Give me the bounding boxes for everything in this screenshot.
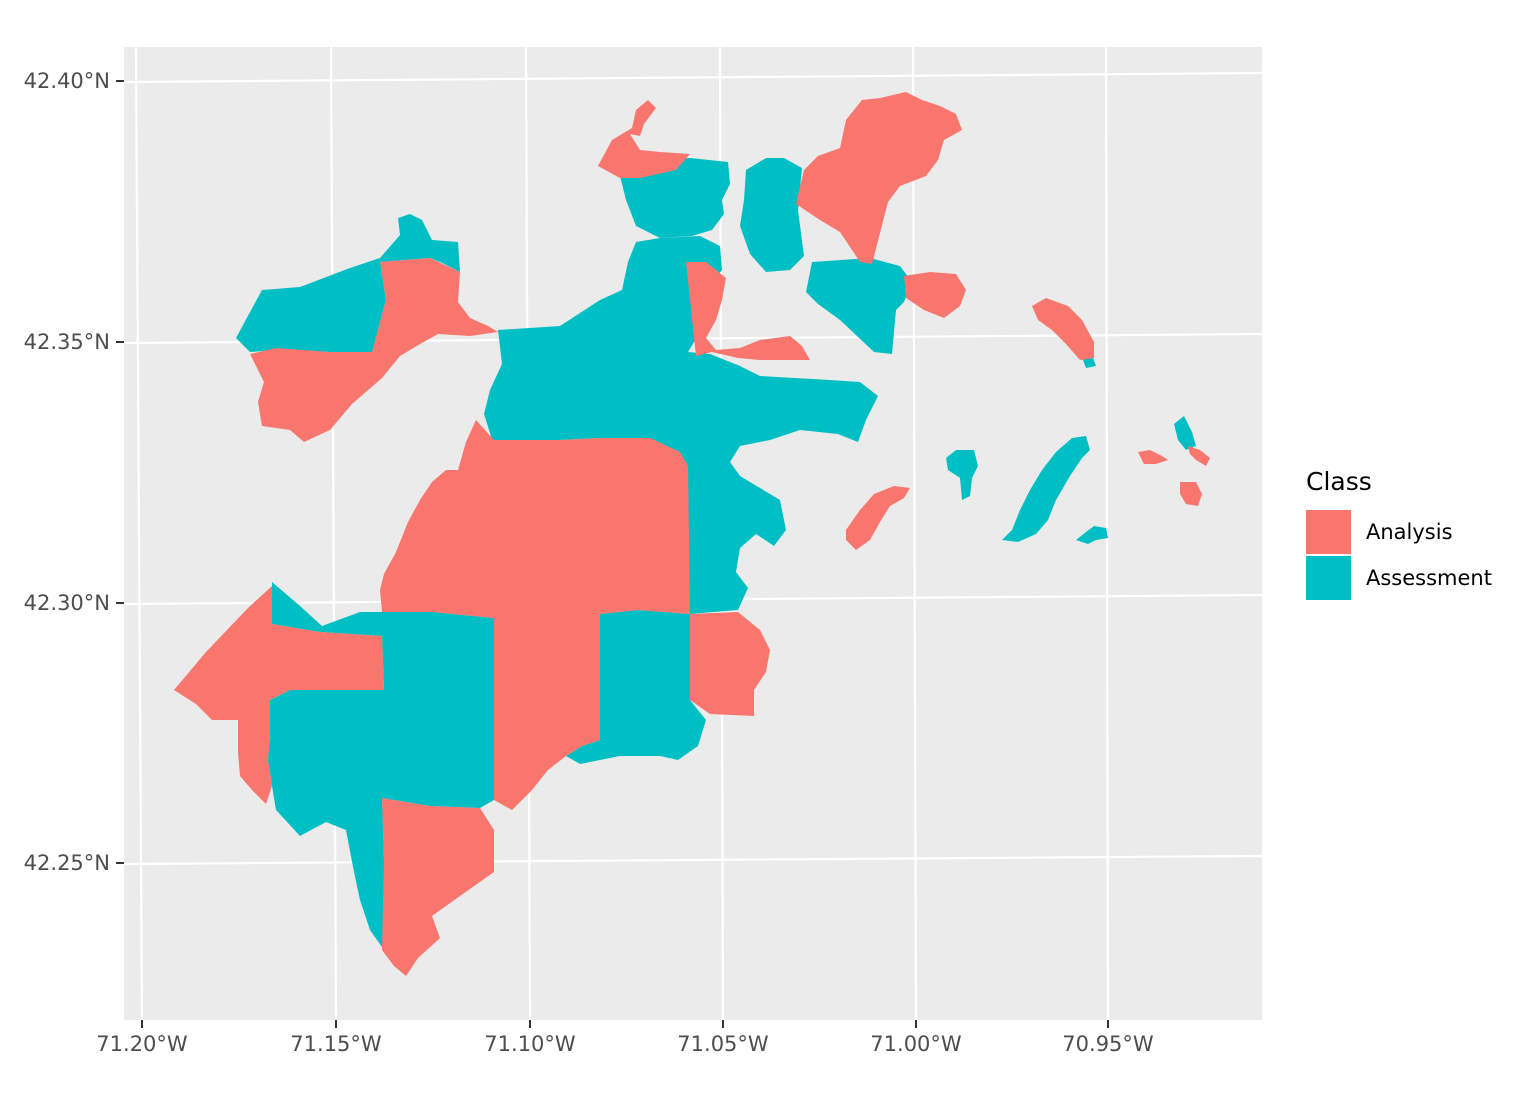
region-south-boston-waterfront: [686, 262, 810, 360]
island-thompson: [946, 450, 978, 500]
x-tick-label: 71.20°W: [96, 1032, 188, 1056]
grid-lat-42.40: [123, 71, 1263, 84]
x-tick-label: 71.00°W: [870, 1032, 962, 1056]
region-downtown: [484, 236, 878, 614]
region-allston-brighton: [250, 258, 498, 442]
region-east-boston-north: [796, 92, 962, 264]
region-chelsea-west: [598, 100, 690, 178]
region-central: [380, 420, 690, 810]
class-analysis-regions: [174, 92, 1210, 976]
legend-label-assessment: Assessment: [1366, 566, 1492, 590]
island-long: [1002, 436, 1090, 542]
region-roslindale: [268, 582, 494, 950]
grid-lon-71.20: [134, 46, 144, 1021]
y-tick-label: 42.35°N: [24, 330, 110, 354]
y-tick-label: 42.30°N: [24, 591, 110, 615]
grid-lon-71.15: [329, 46, 338, 1021]
region-east-boston-west: [740, 158, 804, 272]
island-southeast: [1180, 482, 1202, 506]
region-hyde-park: [382, 798, 494, 976]
island-small-east: [1076, 526, 1108, 544]
class-assessment-regions: [236, 158, 1196, 950]
y-tick-label: 42.25°N: [24, 851, 110, 875]
region-mattapan-east: [566, 610, 706, 764]
island-far-east: [1188, 446, 1210, 466]
x-tick-label: 71.15°W: [290, 1032, 382, 1056]
region-east-boston-south: [806, 258, 912, 354]
x-tick-label: 70.95°W: [1062, 1032, 1154, 1056]
region-dorchester-east: [690, 612, 770, 716]
region-brighton-north: [236, 214, 460, 352]
y-tick-label: 42.40°N: [24, 69, 110, 93]
legend: Class Analysis Assessment: [1306, 467, 1492, 600]
island-deer: [1032, 298, 1094, 360]
axis-ticks: [116, 80, 1109, 1028]
x-axis-labels: 71.20°W 71.15°W 71.10°W 71.05°W 71.00°W …: [96, 1032, 1154, 1056]
legend-title: Class: [1306, 467, 1372, 496]
legend-swatch-analysis: [1306, 510, 1351, 554]
region-charlestown: [618, 158, 730, 238]
region-east-boston-east: [904, 272, 966, 318]
grid-lat-42.25: [123, 854, 1263, 866]
island-spectacle: [846, 486, 910, 550]
y-axis-labels: 42.40°N 42.35°N 42.30°N 42.25°N: [24, 69, 110, 875]
x-tick-label: 71.05°W: [677, 1032, 769, 1056]
region-west-roxbury: [174, 586, 384, 804]
legend-swatch-assessment: [1306, 556, 1351, 600]
x-tick-label: 71.10°W: [484, 1032, 576, 1056]
island-east-teal: [1174, 416, 1196, 450]
legend-label-analysis: Analysis: [1366, 520, 1453, 544]
island-east-salmon: [1138, 450, 1168, 464]
